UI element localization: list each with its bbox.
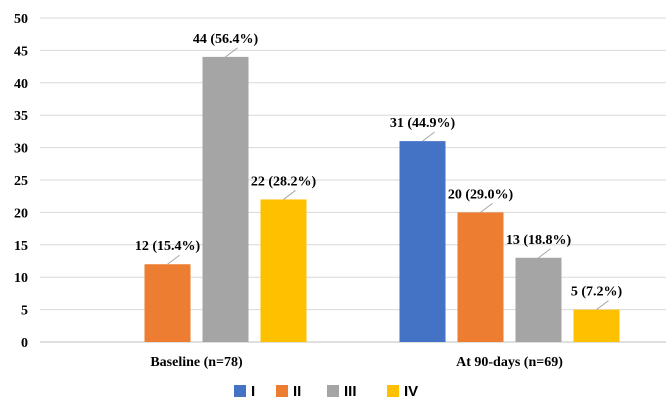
legend-label-ii: II — [293, 383, 301, 400]
y-tick-label: 15 — [14, 239, 28, 254]
bars — [144, 56, 620, 342]
y-tick-label: 45 — [14, 44, 28, 59]
y-axis-ticks: 0 5 10 15 20 25 30 35 40 45 50 — [14, 12, 28, 351]
data-label: 31 (44.9%) — [390, 116, 456, 131]
data-label: 20 (29.0%) — [448, 187, 514, 202]
label-leader-lines — [167, 47, 609, 311]
legend-swatch-ii — [276, 385, 288, 397]
y-tick-label: 50 — [14, 12, 28, 27]
leader-line — [225, 47, 238, 58]
x-category-label: At 90-days (n=69) — [456, 355, 563, 370]
legend-label-iv: IV — [404, 383, 418, 400]
y-tick-label: 5 — [21, 304, 28, 319]
y-tick-label: 0 — [21, 336, 28, 351]
bar-i-at-90-days — [399, 141, 446, 342]
data-label: 44 (56.4%) — [193, 32, 259, 47]
gridlines — [40, 17, 666, 343]
legend-label-iii: III — [344, 383, 357, 400]
legend-swatch-iv — [387, 385, 399, 397]
legend: I II III IV — [234, 383, 418, 400]
leader-line — [283, 190, 296, 200]
data-label: 12 (15.4%) — [135, 239, 201, 254]
bar-ii-at-90-days — [457, 212, 504, 342]
data-label: 5 (7.2%) — [571, 285, 623, 300]
bar-iv-at-90-days — [573, 309, 620, 342]
data-label: 22 (28.2%) — [251, 174, 317, 189]
y-tick-label: 10 — [14, 271, 28, 286]
leader-line — [167, 254, 180, 265]
legend-swatch-i — [234, 385, 246, 397]
leader-line — [538, 248, 551, 259]
leader-line — [422, 131, 435, 142]
data-labels: 12 (15.4%) 44 (56.4%) 22 (28.2%) 31 (44.9%)… — [135, 32, 623, 300]
legend-swatch-iii — [327, 385, 339, 397]
leader-line — [480, 202, 493, 213]
bar-ii-baseline — [144, 264, 191, 342]
y-tick-label: 25 — [14, 174, 28, 189]
legend-label-i: I — [251, 383, 255, 400]
y-tick-label: 40 — [14, 77, 28, 92]
bar-iii-at-90-days — [515, 257, 562, 342]
x-category-label: Baseline (n=78) — [150, 355, 243, 370]
bar-iii-baseline — [202, 56, 249, 342]
y-tick-label: 20 — [14, 206, 28, 221]
y-tick-label: 30 — [14, 142, 28, 157]
x-axis-categories: Baseline (n=78) At 90-days (n=69) — [150, 355, 563, 370]
leader-line — [596, 300, 609, 311]
y-tick-label: 35 — [14, 109, 28, 124]
bar-iv-baseline — [260, 199, 307, 342]
data-label: 13 (18.8%) — [506, 233, 572, 248]
